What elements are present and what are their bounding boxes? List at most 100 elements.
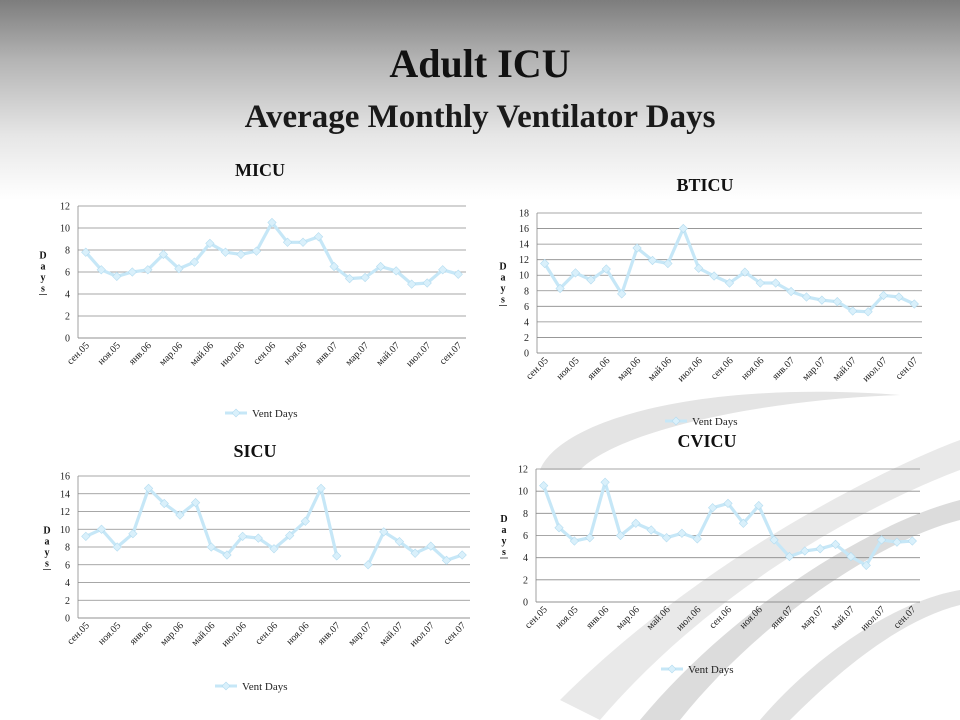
x-tick-label: ноя.06	[284, 620, 311, 647]
x-tick-label: сен.06	[251, 340, 278, 367]
data-point	[143, 265, 153, 275]
y-tick-label: 2	[523, 575, 528, 586]
legend: Vent Days	[665, 416, 738, 428]
y-axis-label-letter: D	[39, 251, 46, 262]
slide-title: Adult ICU	[389, 41, 571, 86]
legend-swatch-marker	[221, 681, 231, 691]
data-point	[376, 261, 386, 272]
chart-title: CVICU	[677, 431, 736, 451]
y-tick-label: 10	[518, 487, 528, 498]
legend: Vent Days	[215, 681, 288, 693]
data-point	[96, 265, 106, 275]
y-tick-label: 6	[524, 302, 529, 313]
data-point	[801, 292, 812, 302]
x-tick-label: янв.07	[770, 355, 797, 382]
x-tick-label: июл.07	[861, 355, 890, 384]
data-point	[285, 530, 295, 541]
data-point	[815, 544, 825, 554]
data-point	[316, 483, 326, 494]
data-point	[332, 551, 342, 561]
y-tick-label: 12	[60, 202, 70, 213]
data-point	[189, 257, 200, 267]
data-point	[206, 542, 216, 552]
y-tick-label: 6	[65, 560, 70, 571]
data-point	[724, 278, 735, 288]
data-point	[738, 518, 748, 528]
data-point	[663, 258, 673, 269]
y-axis-label-letter: y	[41, 273, 46, 284]
data-point	[158, 249, 168, 260]
x-tick-label: янв.06	[127, 340, 154, 367]
y-axis-label-letter: a	[45, 537, 50, 548]
data-point	[238, 531, 248, 541]
x-tick-label: сен.07	[892, 604, 919, 631]
x-tick-label: мар.07	[800, 355, 828, 383]
y-axis-label: Days	[39, 251, 47, 295]
data-point	[251, 246, 262, 256]
data-point	[569, 536, 580, 546]
y-axis-label-letter: a	[502, 525, 507, 536]
x-tick-label: май.07	[831, 355, 859, 383]
x-tick-label: мар.06	[616, 355, 644, 383]
data-point	[222, 550, 232, 560]
data-point	[709, 271, 719, 281]
x-tick-label: ноя.06	[739, 355, 766, 382]
data-point	[909, 299, 919, 309]
data-point	[740, 267, 750, 277]
legend-label: Vent Days	[692, 416, 738, 428]
x-tick-label: июл.06	[676, 355, 705, 384]
data-point	[175, 510, 185, 520]
data-point	[313, 232, 324, 242]
data-point	[694, 263, 704, 273]
data-point	[631, 518, 641, 528]
y-tick-label: 12	[518, 465, 528, 476]
x-tick-label: мар.06	[157, 340, 185, 368]
y-axis-label: Days	[43, 526, 51, 570]
y-tick-label: 4	[65, 290, 70, 301]
x-tick-label: ноя.05	[96, 340, 123, 367]
x-tick-label: мар.07	[346, 620, 374, 648]
y-tick-label: 0	[65, 614, 70, 625]
data-point	[300, 516, 310, 526]
chart-title: SICU	[233, 441, 276, 461]
y-tick-label: 8	[65, 543, 70, 554]
legend-label: Vent Days	[252, 408, 298, 420]
y-tick-label: 10	[60, 224, 70, 235]
data-point	[600, 477, 610, 487]
x-tick-label: сен.06	[707, 604, 734, 631]
y-axis-label-letter: D	[499, 262, 506, 273]
data-point	[253, 533, 263, 543]
data-point	[360, 272, 370, 283]
data-point	[615, 530, 626, 541]
x-tick-label: май.07	[829, 604, 857, 632]
y-tick-label: 6	[65, 268, 70, 279]
x-tick-label: май.06	[188, 340, 216, 368]
x-tick-label: май.06	[646, 355, 674, 383]
y-axis-label-letter: y	[45, 548, 50, 559]
x-tick-label: мар.06	[614, 604, 642, 632]
x-tick-label: май.06	[189, 620, 217, 648]
data-point	[876, 535, 887, 545]
y-tick-label: 16	[60, 472, 70, 483]
y-tick-label: 2	[524, 333, 529, 344]
data-point	[96, 524, 107, 534]
y-tick-label: 4	[524, 317, 529, 328]
y-axis-label-letter: y	[502, 536, 507, 547]
y-axis-label-letter: a	[41, 262, 46, 273]
data-point	[830, 539, 841, 549]
x-tick-label: июл.06	[218, 340, 247, 369]
x-tick-label: сен.06	[253, 620, 280, 647]
x-tick-label: сен.07	[438, 340, 465, 367]
data-point	[661, 533, 672, 543]
x-tick-label: сен.06	[709, 355, 736, 382]
x-tick-label: июл.07	[408, 620, 437, 649]
data-point	[677, 528, 687, 538]
y-tick-label: 12	[519, 255, 529, 266]
data-point	[236, 249, 246, 260]
data-point	[786, 286, 796, 297]
data-point	[907, 536, 917, 546]
